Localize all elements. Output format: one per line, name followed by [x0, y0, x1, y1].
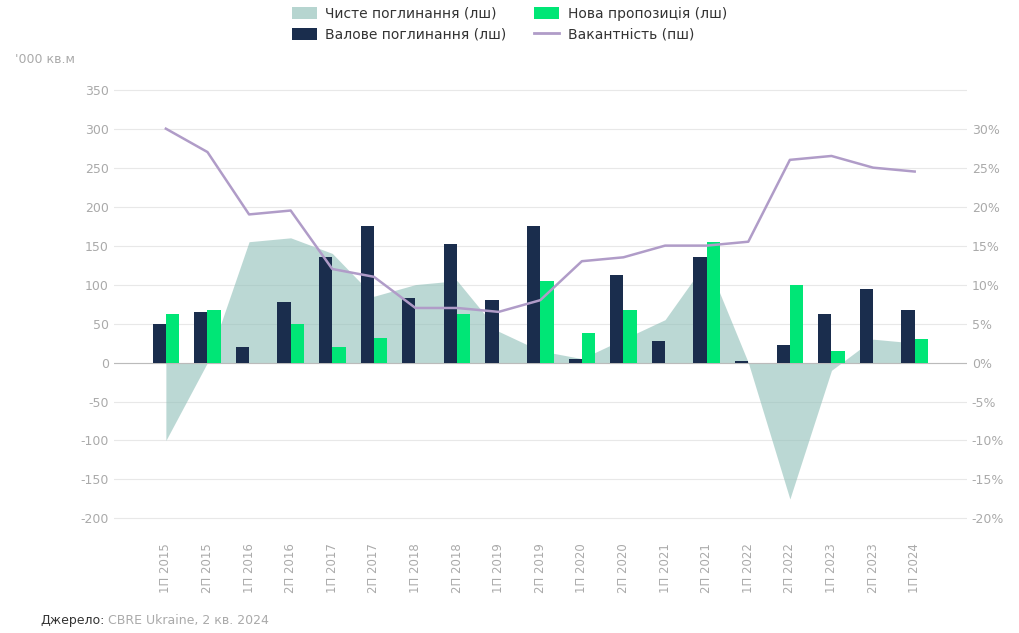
Bar — [582, 333, 595, 363]
Bar — [374, 337, 387, 363]
Bar — [485, 300, 498, 363]
Bar — [235, 347, 249, 363]
Bar — [707, 242, 720, 363]
Bar — [403, 298, 416, 363]
Text: Джерело:: Джерело: — [41, 613, 105, 627]
Bar — [332, 347, 345, 363]
Bar — [527, 226, 540, 363]
Bar — [860, 289, 873, 363]
Bar — [652, 341, 665, 363]
Bar — [443, 244, 458, 363]
Legend: Чисте поглинання (лш), Валове поглинання (лш), Нова пропозиція (лш), Вакантність: Чисте поглинання (лш), Валове поглинання… — [292, 7, 727, 42]
Bar — [693, 257, 707, 363]
Bar — [208, 310, 221, 363]
Bar — [832, 351, 845, 363]
Bar — [818, 314, 832, 363]
Bar — [735, 361, 748, 363]
Bar — [540, 280, 553, 363]
Text: CBRE Ukraine, 2 кв. 2024: CBRE Ukraine, 2 кв. 2024 — [104, 613, 269, 627]
Bar — [319, 257, 332, 363]
Bar — [166, 314, 179, 363]
Bar — [610, 275, 624, 363]
Bar — [790, 285, 803, 363]
Bar — [569, 359, 582, 363]
Bar — [915, 339, 928, 363]
Bar — [153, 323, 166, 363]
Bar — [624, 310, 637, 363]
Y-axis label: '000 кв.м: '000 кв.м — [15, 53, 75, 66]
Bar — [361, 226, 374, 363]
Bar — [277, 302, 290, 363]
Bar — [902, 310, 915, 363]
Bar — [195, 312, 208, 363]
Bar — [458, 314, 471, 363]
Bar — [776, 346, 790, 363]
Bar — [290, 323, 304, 363]
